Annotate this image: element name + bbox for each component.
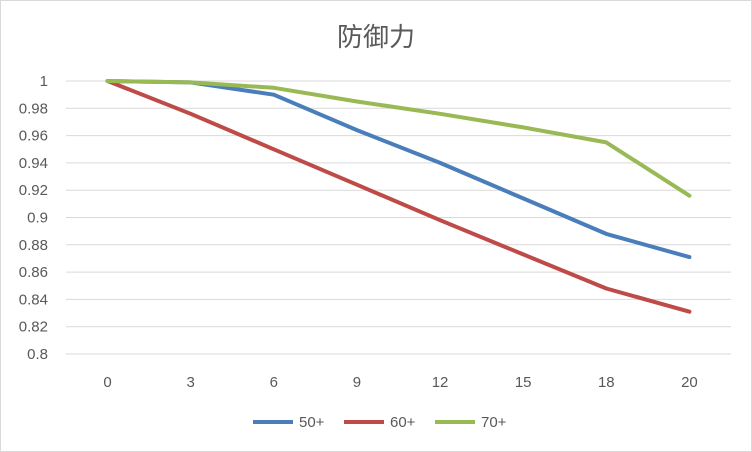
y-tick-label: 0.98 — [19, 100, 48, 117]
x-tick-label: 20 — [681, 374, 698, 391]
legend-label: 60+ — [390, 414, 416, 431]
y-tick-label: 0.92 — [19, 182, 48, 199]
legend: 50+ 60+ 70+ — [253, 414, 507, 431]
y-tick-label: 0.86 — [19, 264, 48, 281]
gridlines — [66, 80, 731, 355]
y-tick-label: 0.9 — [27, 210, 48, 227]
y-tick-label: 0.82 — [19, 319, 48, 336]
series-lines — [105, 79, 692, 314]
y-tick-label: 0.8 — [27, 346, 48, 363]
x-tick-label: 0 — [103, 374, 111, 391]
y-tick-label: 0.96 — [19, 128, 48, 145]
x-tick-label: 3 — [187, 374, 195, 391]
y-tick-label: 0.94 — [19, 155, 48, 172]
x-tick-label: 9 — [353, 374, 361, 391]
series-line-60-plus — [105, 79, 692, 314]
y-tick-label: 0.84 — [19, 291, 48, 308]
y-tick-label: 1 — [40, 73, 48, 90]
y-tick-label: 0.88 — [19, 237, 48, 254]
x-tick-label: 15 — [515, 374, 532, 391]
y-axis-ticks: 0.8 0.82 0.84 0.86 0.88 0.9 0.92 0.94 0.96 0.98 1 — [19, 73, 48, 363]
x-tick-label: 18 — [598, 374, 615, 391]
x-tick-label: 12 — [432, 374, 449, 391]
x-tick-label: 6 — [270, 374, 278, 391]
legend-label: 50+ — [299, 414, 325, 431]
series-line-70-plus — [105, 79, 692, 198]
x-axis-ticks: 0 3 6 9 12 15 18 20 — [103, 374, 697, 391]
legend-label: 70+ — [481, 414, 507, 431]
chart-title: 防御力 — [337, 23, 415, 53]
